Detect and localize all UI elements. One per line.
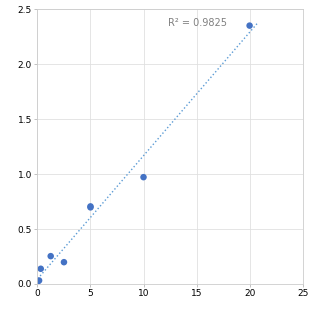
Text: R² = 0.9825: R² = 0.9825 xyxy=(168,18,227,28)
Point xyxy=(88,204,93,209)
Point xyxy=(61,260,66,265)
Point xyxy=(48,254,53,259)
Point xyxy=(88,205,93,210)
Point xyxy=(37,278,41,283)
Point xyxy=(38,266,43,271)
Point xyxy=(247,23,252,28)
Point xyxy=(141,175,146,180)
Point xyxy=(35,280,40,285)
